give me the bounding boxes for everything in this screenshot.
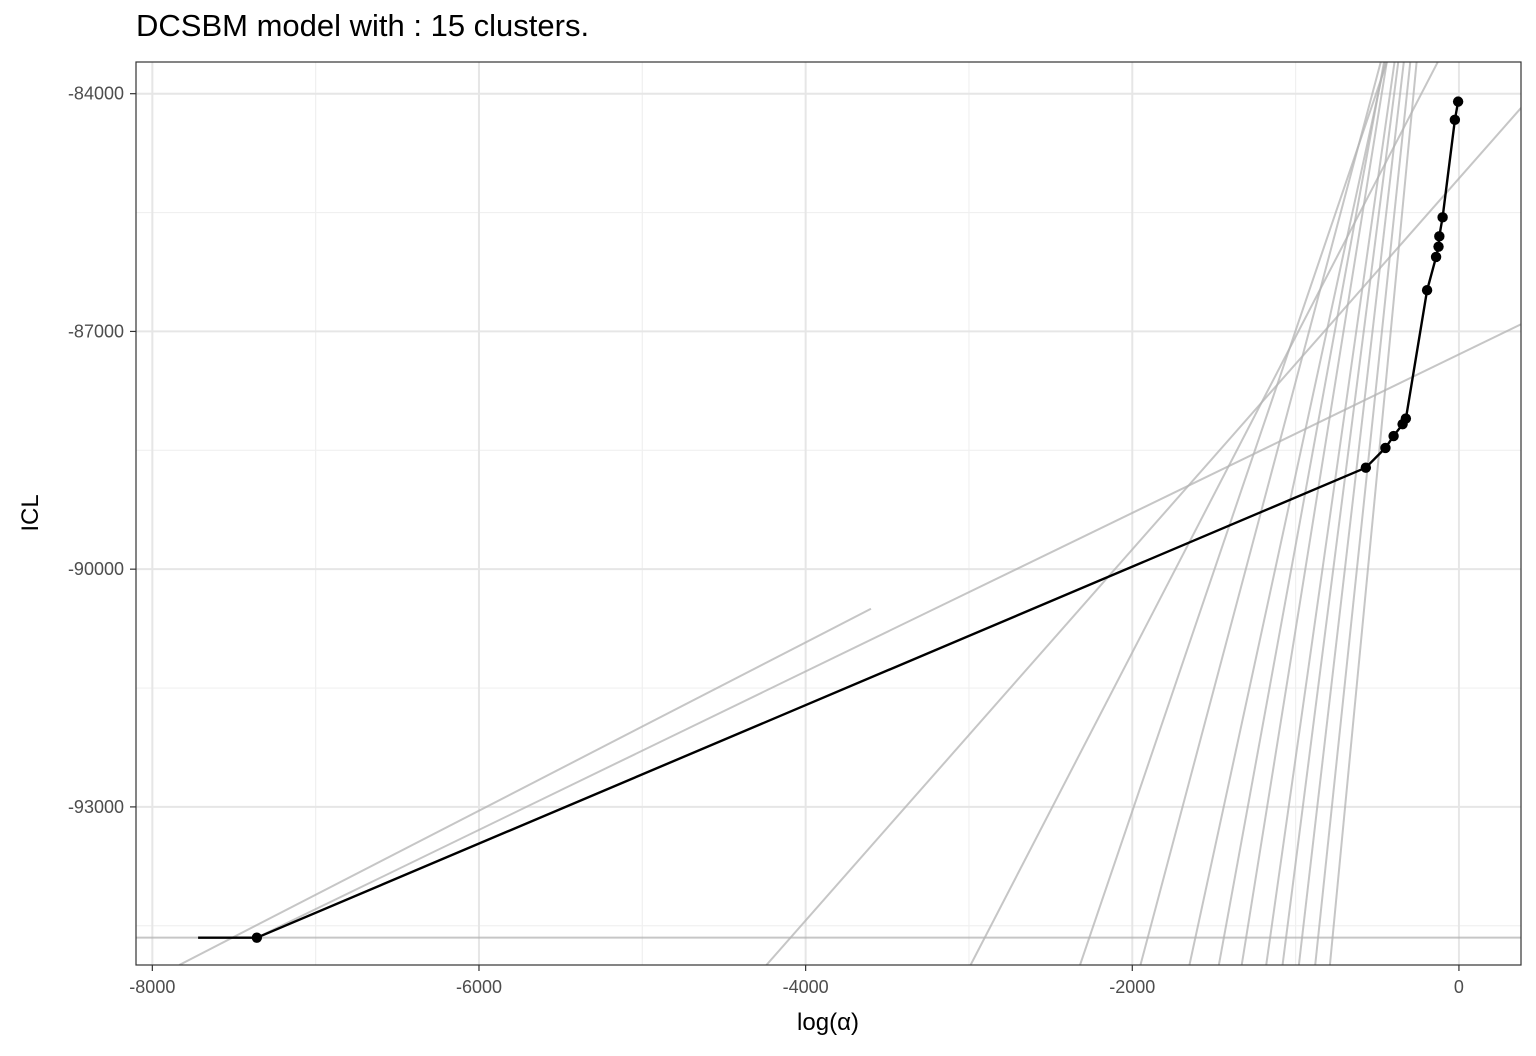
x-tick-label: 0 — [1454, 977, 1464, 997]
reference-line — [1314, 62, 1412, 965]
reference-line — [1328, 62, 1418, 965]
front-point — [1388, 430, 1399, 442]
reference-line — [1265, 62, 1396, 965]
x-axis-title: log(α) — [797, 1009, 859, 1036]
front-point — [1434, 231, 1445, 242]
plot-panel-border — [135, 61, 1522, 966]
reference-line — [765, 107, 1521, 965]
y-axis: -84000 -87000 -90000 -93000 — [68, 84, 136, 817]
reference-line — [1281, 62, 1400, 965]
y-tick-label: -93000 — [68, 797, 124, 817]
x-tick-label: -6000 — [456, 977, 502, 997]
front-point — [1400, 413, 1412, 424]
front-point — [251, 932, 263, 943]
x-tick-label: -8000 — [129, 977, 175, 997]
x-axis: -8000 -6000 -4000 -2000 0 — [129, 965, 1464, 997]
front-point — [1360, 462, 1372, 473]
front-point — [1452, 96, 1464, 107]
y-tick-label: -84000 — [68, 84, 124, 104]
front-point — [1433, 241, 1444, 252]
y-axis-title: ICL — [17, 494, 44, 531]
reference-line — [1217, 62, 1386, 965]
reference-line — [1139, 62, 1382, 965]
reference-line — [969, 62, 1439, 965]
grid-minor — [136, 62, 1521, 965]
chart-title: DCSBM model with : 15 clusters. — [136, 8, 590, 43]
reference-line — [1079, 62, 1388, 965]
reference-line — [178, 607, 872, 965]
x-tick-label: -4000 — [783, 977, 829, 997]
front-series — [198, 96, 1464, 943]
x-tick-label: -2000 — [1109, 977, 1155, 997]
front-point — [1430, 251, 1442, 263]
front-point — [1449, 114, 1461, 126]
reference-line — [1297, 62, 1405, 965]
front-point — [1380, 442, 1391, 454]
reference-lines — [136, 62, 1521, 965]
y-tick-label: -90000 — [68, 559, 124, 579]
y-tick-label: -87000 — [68, 321, 124, 341]
reference-line — [1188, 62, 1387, 965]
front-point — [1421, 285, 1433, 296]
reference-line — [1240, 62, 1388, 965]
front-point — [1437, 212, 1448, 223]
reference-line — [256, 323, 1521, 939]
